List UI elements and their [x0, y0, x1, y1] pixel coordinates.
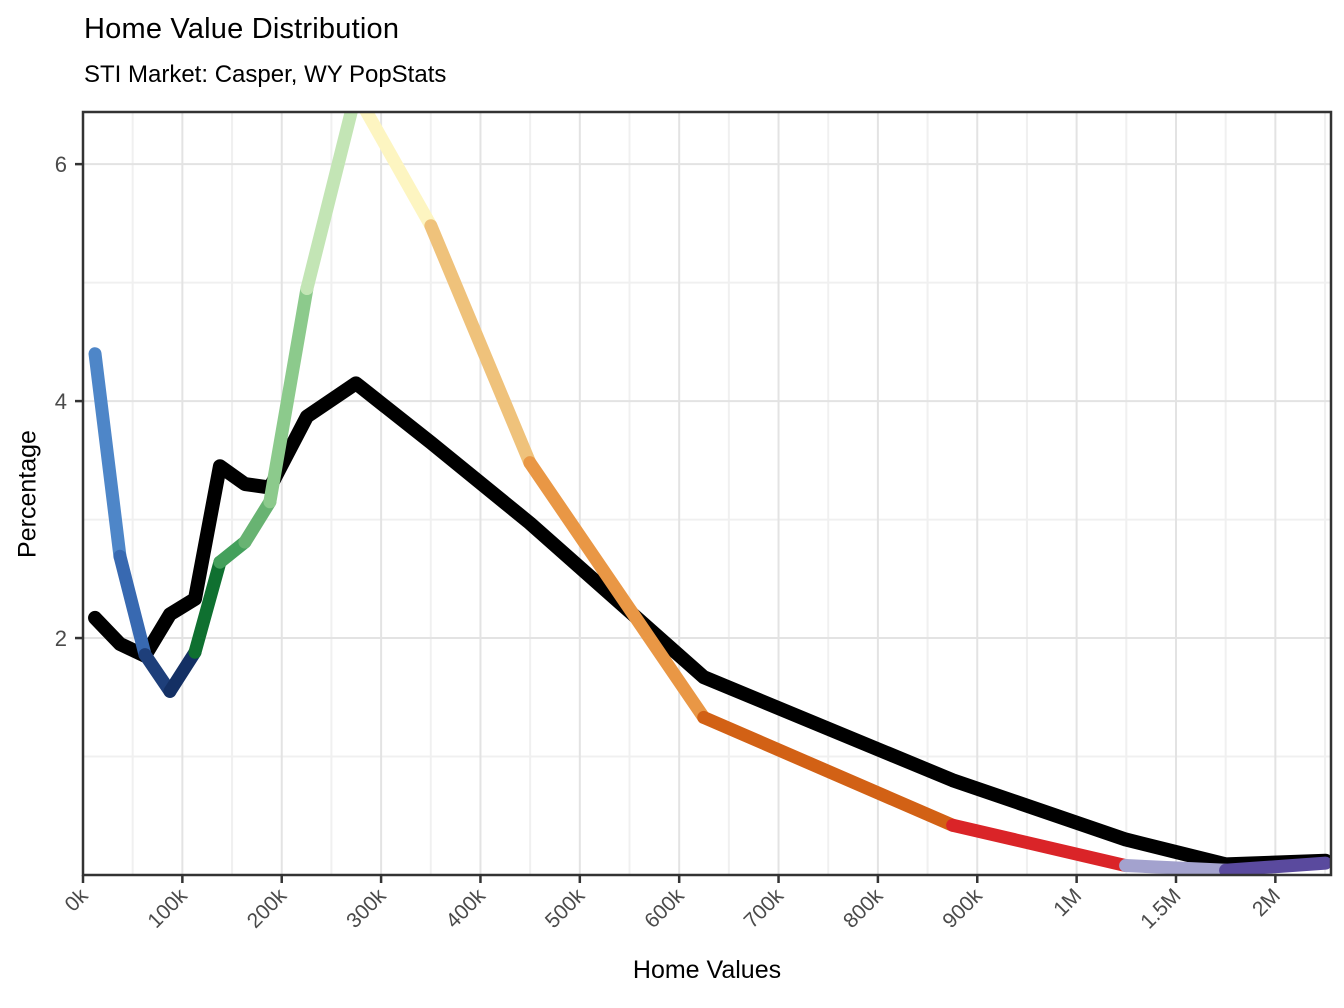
x-axis-title: Home Values	[632, 956, 782, 984]
x-tick-label: 200k	[243, 884, 292, 933]
colored-line-segment	[238, 495, 277, 549]
x-tick-label: 900k	[938, 884, 987, 933]
y-tick-labels: 2 4 6	[55, 152, 67, 651]
x-tick-label: 1.5M	[1136, 884, 1185, 933]
axis-ticks	[75, 162, 1277, 883]
chart-subtitle: STI Market: Casper, WY PopStats	[84, 61, 447, 88]
x-tick-label: 1M	[1049, 884, 1086, 921]
x-tick-labels: 0k 100k 200k 300k 400k 500k 600k 700k 800k 900k 1M…	[61, 884, 1285, 934]
colored-line-segment	[163, 645, 202, 698]
y-axis-title: Percentage	[13, 430, 42, 558]
colored-line-segment	[188, 555, 227, 659]
colored-line-segment	[1119, 859, 1233, 875]
chart-title: Home Value Distribution	[84, 13, 400, 45]
colored-line-segment	[424, 219, 537, 470]
y-tick-label: 2	[55, 626, 67, 651]
x-tick-label: 800k	[839, 884, 888, 933]
colored-line-series	[88, 112, 1331, 875]
x-tick-label: 2M	[1248, 884, 1285, 921]
x-tick-label: 100k	[143, 884, 192, 933]
x-tick-label: 500k	[541, 884, 590, 933]
colored-line-segment	[1219, 856, 1331, 875]
gridlines-minor	[83, 112, 1331, 875]
x-tick-label: 700k	[740, 884, 789, 933]
x-tick-label: 600k	[640, 884, 689, 933]
colored-line-segment	[697, 710, 960, 832]
colored-line-segment	[263, 282, 314, 509]
colored-line-segment	[138, 648, 177, 698]
y-tick-label: 6	[55, 152, 67, 177]
colored-line-segment	[946, 818, 1133, 873]
colored-line-segment	[88, 347, 127, 563]
colored-line-segment	[523, 456, 711, 724]
y-tick-label: 4	[55, 389, 67, 414]
x-tick-label: 400k	[442, 884, 491, 933]
panel-border	[81, 110, 1333, 877]
black-line	[88, 376, 1331, 872]
black-line-series	[88, 376, 1331, 872]
x-tick-label: 0k	[61, 884, 93, 916]
x-tick-label: 300k	[342, 884, 391, 933]
colored-line-segment	[300, 112, 358, 296]
colored-line-segment	[359, 112, 438, 233]
colored-line-segment	[113, 549, 152, 662]
